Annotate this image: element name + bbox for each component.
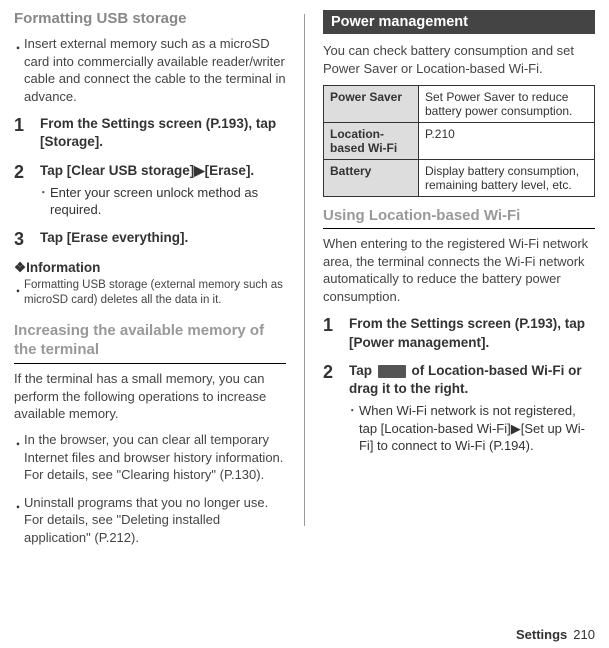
step-number: 3 xyxy=(14,229,40,250)
intro-text: Insert external memory such as a microSD… xyxy=(24,35,286,105)
bullet-uninstall: ･ Uninstall programs that you no longer … xyxy=(14,494,286,547)
right-step-2-sub-text: When Wi-Fi network is not registered, ta… xyxy=(359,402,595,455)
step-2-sub: ･ Enter your screen unlock method as req… xyxy=(40,184,286,219)
heading-formatting-usb: Formatting USB storage xyxy=(14,10,286,27)
information-heading: ❖Information xyxy=(14,260,286,276)
right-column: Power management You can check battery c… xyxy=(323,10,595,556)
step-3: 3 Tap [Erase everything]. xyxy=(14,229,286,250)
bullet-dot: ･ xyxy=(14,431,24,484)
footer-section: Settings xyxy=(516,627,567,642)
power-management-table: Power Saver Set Power Saver to reduce ba… xyxy=(323,85,595,197)
intro-bullet: ･ Insert external memory such as a micro… xyxy=(14,35,286,105)
bullet-browser-text: In the browser, you can clear all tempor… xyxy=(24,431,286,484)
step-number: 1 xyxy=(14,115,40,151)
heading-power-management: Power management xyxy=(323,10,595,34)
rule xyxy=(14,363,286,364)
heading-using-location-wifi: Using Location-based Wi-Fi xyxy=(323,207,595,224)
step-number: 1 xyxy=(323,315,349,351)
cell-location-wifi-value: P.210 xyxy=(418,123,594,160)
cell-battery-value: Display battery consumption, remaining b… xyxy=(418,160,594,197)
using-intro: When entering to the registered Wi-Fi ne… xyxy=(323,235,595,305)
cell-power-saver-label: Power Saver xyxy=(323,86,418,123)
bullet-dot: ･ xyxy=(14,35,24,105)
column-divider xyxy=(304,14,305,526)
step-2-title: Tap [Clear USB storage]▶[Erase]. xyxy=(40,162,286,180)
step-3-title: Tap [Erase everything]. xyxy=(40,229,286,247)
table-row: Power Saver Set Power Saver to reduce ba… xyxy=(323,86,594,123)
cell-location-wifi-label: Location-based Wi-Fi xyxy=(323,123,418,160)
right-step-2: 2 Tap of Location-based Wi-Fi or drag it… xyxy=(323,362,595,455)
step-number: 2 xyxy=(323,362,349,455)
information-text: Formatting USB storage (external memory … xyxy=(24,278,286,308)
table-row: Location-based Wi-Fi P.210 xyxy=(323,123,594,160)
right-step-1-title: From the Settings screen (P.193), tap [P… xyxy=(349,315,595,351)
bullet-browser: ･ In the browser, you can clear all temp… xyxy=(14,431,286,484)
bullet-uninstall-text: Uninstall programs that you no longer us… xyxy=(24,494,286,547)
footer-page-number: 210 xyxy=(573,627,595,642)
cell-power-saver-value: Set Power Saver to reduce battery power … xyxy=(418,86,594,123)
step-2a-text: Tap xyxy=(349,363,376,378)
table-row: Battery Display battery consumption, rem… xyxy=(323,160,594,197)
bullet-dot: ･ xyxy=(349,402,359,455)
pm-intro: You can check battery consumption and se… xyxy=(323,42,595,77)
left-column: Formatting USB storage ･ Insert external… xyxy=(14,10,286,556)
bullet-dot: ･ xyxy=(14,278,24,308)
increasing-intro: If the terminal has a small memory, you … xyxy=(14,370,286,423)
bullet-dot: ･ xyxy=(40,184,50,219)
bullet-dot: ･ xyxy=(14,494,24,547)
right-step-2-title: Tap of Location-based Wi-Fi or drag it t… xyxy=(349,362,595,398)
step-1-title: From the Settings screen (P.193), tap [S… xyxy=(40,115,286,151)
right-step-1: 1 From the Settings screen (P.193), tap … xyxy=(323,315,595,351)
cell-battery-label: Battery xyxy=(323,160,418,197)
rule xyxy=(323,228,595,229)
toggle-icon xyxy=(378,365,406,378)
step-1: 1 From the Settings screen (P.193), tap … xyxy=(14,115,286,151)
step-2: 2 Tap [Clear USB storage]▶[Erase]. ･ Ent… xyxy=(14,162,286,219)
step-2-sub-text: Enter your screen unlock method as requi… xyxy=(50,184,286,219)
information-bullet: ･ Formatting USB storage (external memor… xyxy=(14,278,286,308)
step-number: 2 xyxy=(14,162,40,219)
page-footer: Settings 210 xyxy=(516,627,595,642)
right-step-2-sub: ･ When Wi-Fi network is not registered, … xyxy=(349,402,595,455)
heading-increasing-memory: Increasing the available memory of the t… xyxy=(14,322,286,360)
